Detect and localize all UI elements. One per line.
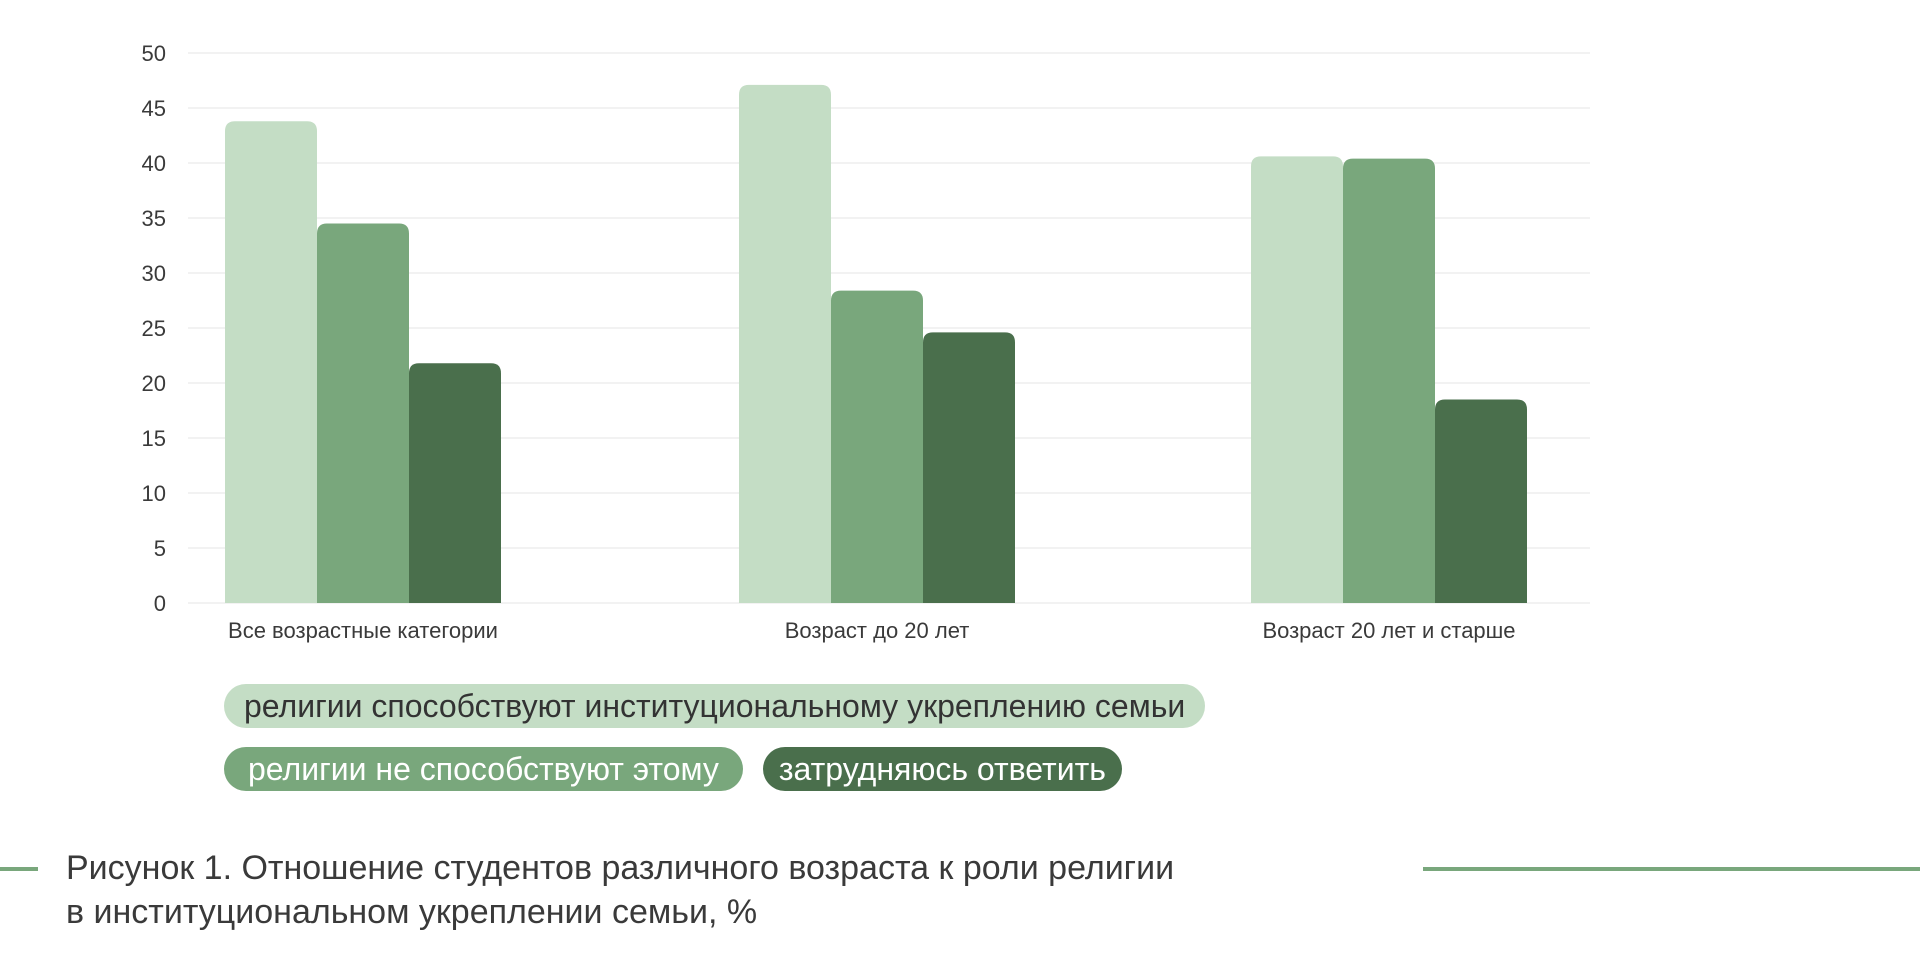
bar [317, 223, 409, 603]
bar-chart: 0 5 10 15 20 25 30 35 40 45 50 Все возрастные катег… [142, 41, 1590, 643]
y-tick-label: 5 [154, 536, 166, 561]
caption-line-2: в институциональном укреплении семьи, % [66, 893, 758, 931]
y-tick-label: 45 [142, 96, 166, 121]
x-category-label: Все возрастные категории [228, 618, 498, 643]
bar [831, 290, 923, 603]
bar [1343, 158, 1435, 603]
legend-item-religion-does-not-strengthen: религии не способствуют этому [224, 747, 743, 791]
y-tick-label: 25 [142, 316, 166, 341]
y-tick-label: 0 [154, 591, 166, 616]
y-tick-label: 15 [142, 426, 166, 451]
bar [923, 332, 1015, 603]
y-tick-label: 40 [142, 151, 166, 176]
y-tick-label: 35 [142, 206, 166, 231]
y-tick-label: 10 [142, 481, 166, 506]
x-category-label: Возраст 20 лет и старше [1262, 618, 1515, 643]
caption-rule-left [0, 867, 38, 871]
bar [225, 121, 317, 603]
chart-legend: религии способствуют институциональному … [224, 684, 1424, 810]
x-category-label: Возраст до 20 лет [785, 618, 970, 643]
bar [409, 363, 501, 603]
bar [739, 84, 831, 603]
figure-caption: Рисунок 1. Отношение студентов различног… [66, 846, 1406, 934]
bar [1251, 156, 1343, 603]
caption-rule-right [1423, 867, 1920, 871]
y-tick-label: 30 [142, 261, 166, 286]
legend-item-religion-strengthens: религии способствуют институциональному … [224, 684, 1206, 728]
y-tick-label: 50 [142, 41, 166, 66]
bar [1435, 399, 1527, 603]
legend-item-hard-to-answer: затрудняюсь ответить [762, 747, 1122, 791]
caption-line-1: Рисунок 1. Отношение студентов различног… [66, 849, 1175, 887]
y-tick-label: 20 [142, 371, 166, 396]
